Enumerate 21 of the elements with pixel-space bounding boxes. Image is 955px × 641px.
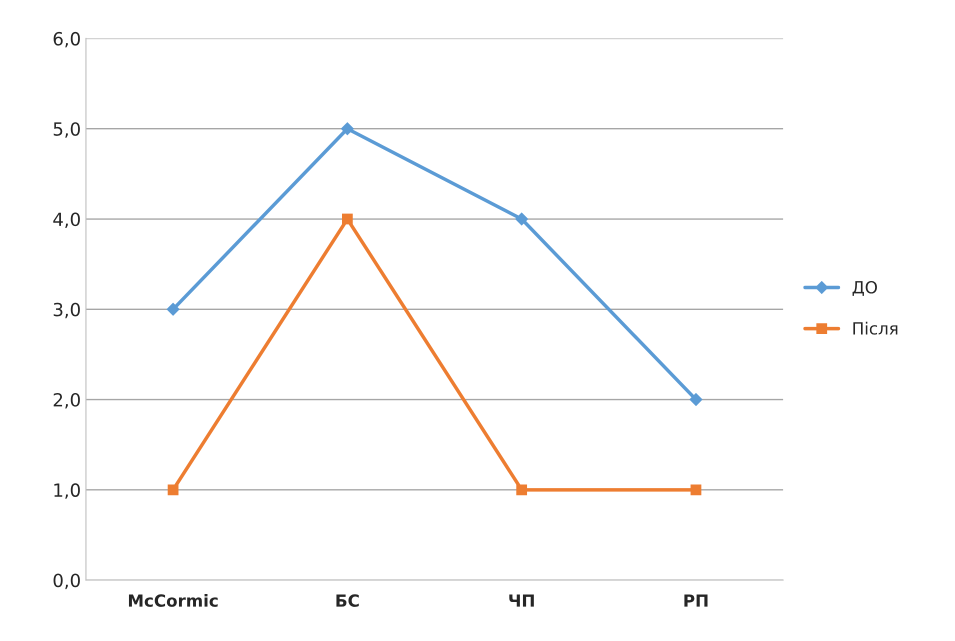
y-tick-label: 4,0 [53,212,80,228]
y-tick-label: 6,0 [54,32,80,48]
y-tick-label: 5,0 [54,122,80,138]
point [690,393,702,406]
point [340,122,354,136]
y-tick-label: 3,0 [54,302,80,318]
x-tick-label: РП [684,594,708,607]
point [166,302,180,316]
y-tick-label: 1,0 [54,483,80,499]
legend-label: Після [853,322,898,335]
y-tick-label: 2,0 [54,393,80,409]
point [515,212,528,226]
x-tick-label: ЧП [509,594,534,607]
x-tick-label: БС [336,594,359,607]
point [342,214,353,224]
point [168,484,178,496]
point [690,484,702,496]
legend-label: ДО [852,280,877,296]
x-tick-label: McCormic [128,594,218,607]
y-tick-label: 0,0 [54,574,80,590]
point [516,484,528,496]
